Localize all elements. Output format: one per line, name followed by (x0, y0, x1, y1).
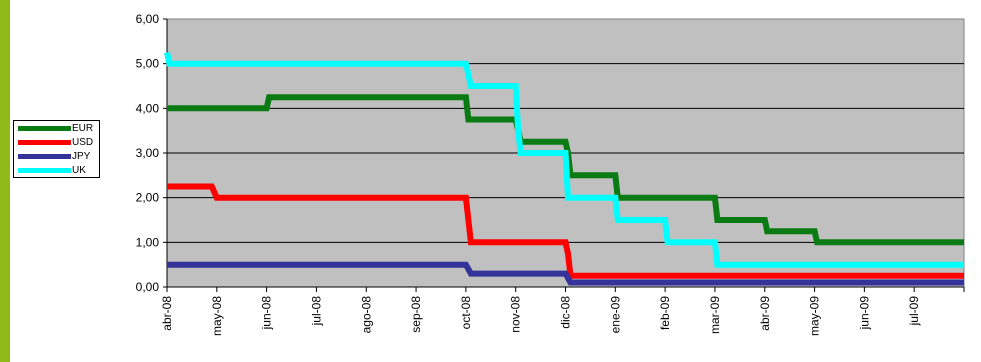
legend-item-eur: EUR (18, 122, 98, 135)
x-tick-label: sep-08 (409, 296, 423, 333)
x-tick-label: ago-08 (359, 296, 373, 334)
legend-label-usd: USD (72, 137, 94, 148)
x-tick-label: feb-09 (658, 296, 672, 330)
x-tick-label: nov-08 (509, 296, 523, 333)
legend: EUR USD JPY UK (13, 120, 100, 178)
y-tick-label: 5,00 (136, 57, 160, 71)
x-tick-label: abr-09 (758, 296, 772, 331)
series-line-usd (167, 183, 964, 279)
y-tick-label: 6,00 (136, 12, 160, 26)
x-tick-label: jun-08 (260, 296, 274, 331)
x-axis: abr-08 may-08 jun-08 jul-08 ago-08 sep-08 oct-… (160, 286, 965, 336)
x-tick-label: may-09 (808, 296, 822, 336)
x-tick-label: mar-09 (708, 296, 722, 334)
x-tick-label: dic-08 (559, 296, 573, 329)
y-tick-label: 2,00 (136, 191, 160, 205)
series-lines (164, 51, 964, 286)
series-line-uk (164, 51, 964, 268)
legend-swatch-uk (18, 168, 71, 173)
x-tick-label: ene-09 (608, 296, 622, 334)
y-tick-label: 3,00 (136, 146, 160, 160)
legend-swatch-jpy (18, 154, 71, 159)
legend-label-eur: EUR (72, 123, 94, 134)
y-tick-label: 0,00 (136, 280, 160, 294)
legend-label-uk: UK (72, 165, 86, 176)
side-accent-bar (0, 0, 10, 362)
legend-swatch-eur (18, 126, 71, 131)
x-tick-label: jul-09 (907, 296, 921, 327)
series-line-eur (167, 94, 964, 246)
x-tick-label: jun-09 (857, 296, 871, 331)
series-line-jpy (167, 261, 964, 286)
y-tick-label: 4,00 (136, 101, 160, 115)
legend-item-usd: USD (18, 136, 98, 149)
x-tick-label: abr-08 (160, 296, 174, 331)
legend-item-uk: UK (18, 164, 98, 177)
y-axis: 0,00 1,00 2,00 3,00 4,00 5,00 6,00 (136, 12, 168, 294)
x-tick-label: oct-08 (459, 296, 473, 330)
legend-swatch-usd (18, 140, 71, 145)
legend-label-jpy: JPY (72, 151, 91, 162)
y-tick-label: 1,00 (136, 235, 160, 249)
x-tick-label: jul-08 (309, 296, 323, 327)
legend-item-jpy: JPY (18, 150, 98, 163)
x-tick-label: may-08 (210, 296, 224, 336)
